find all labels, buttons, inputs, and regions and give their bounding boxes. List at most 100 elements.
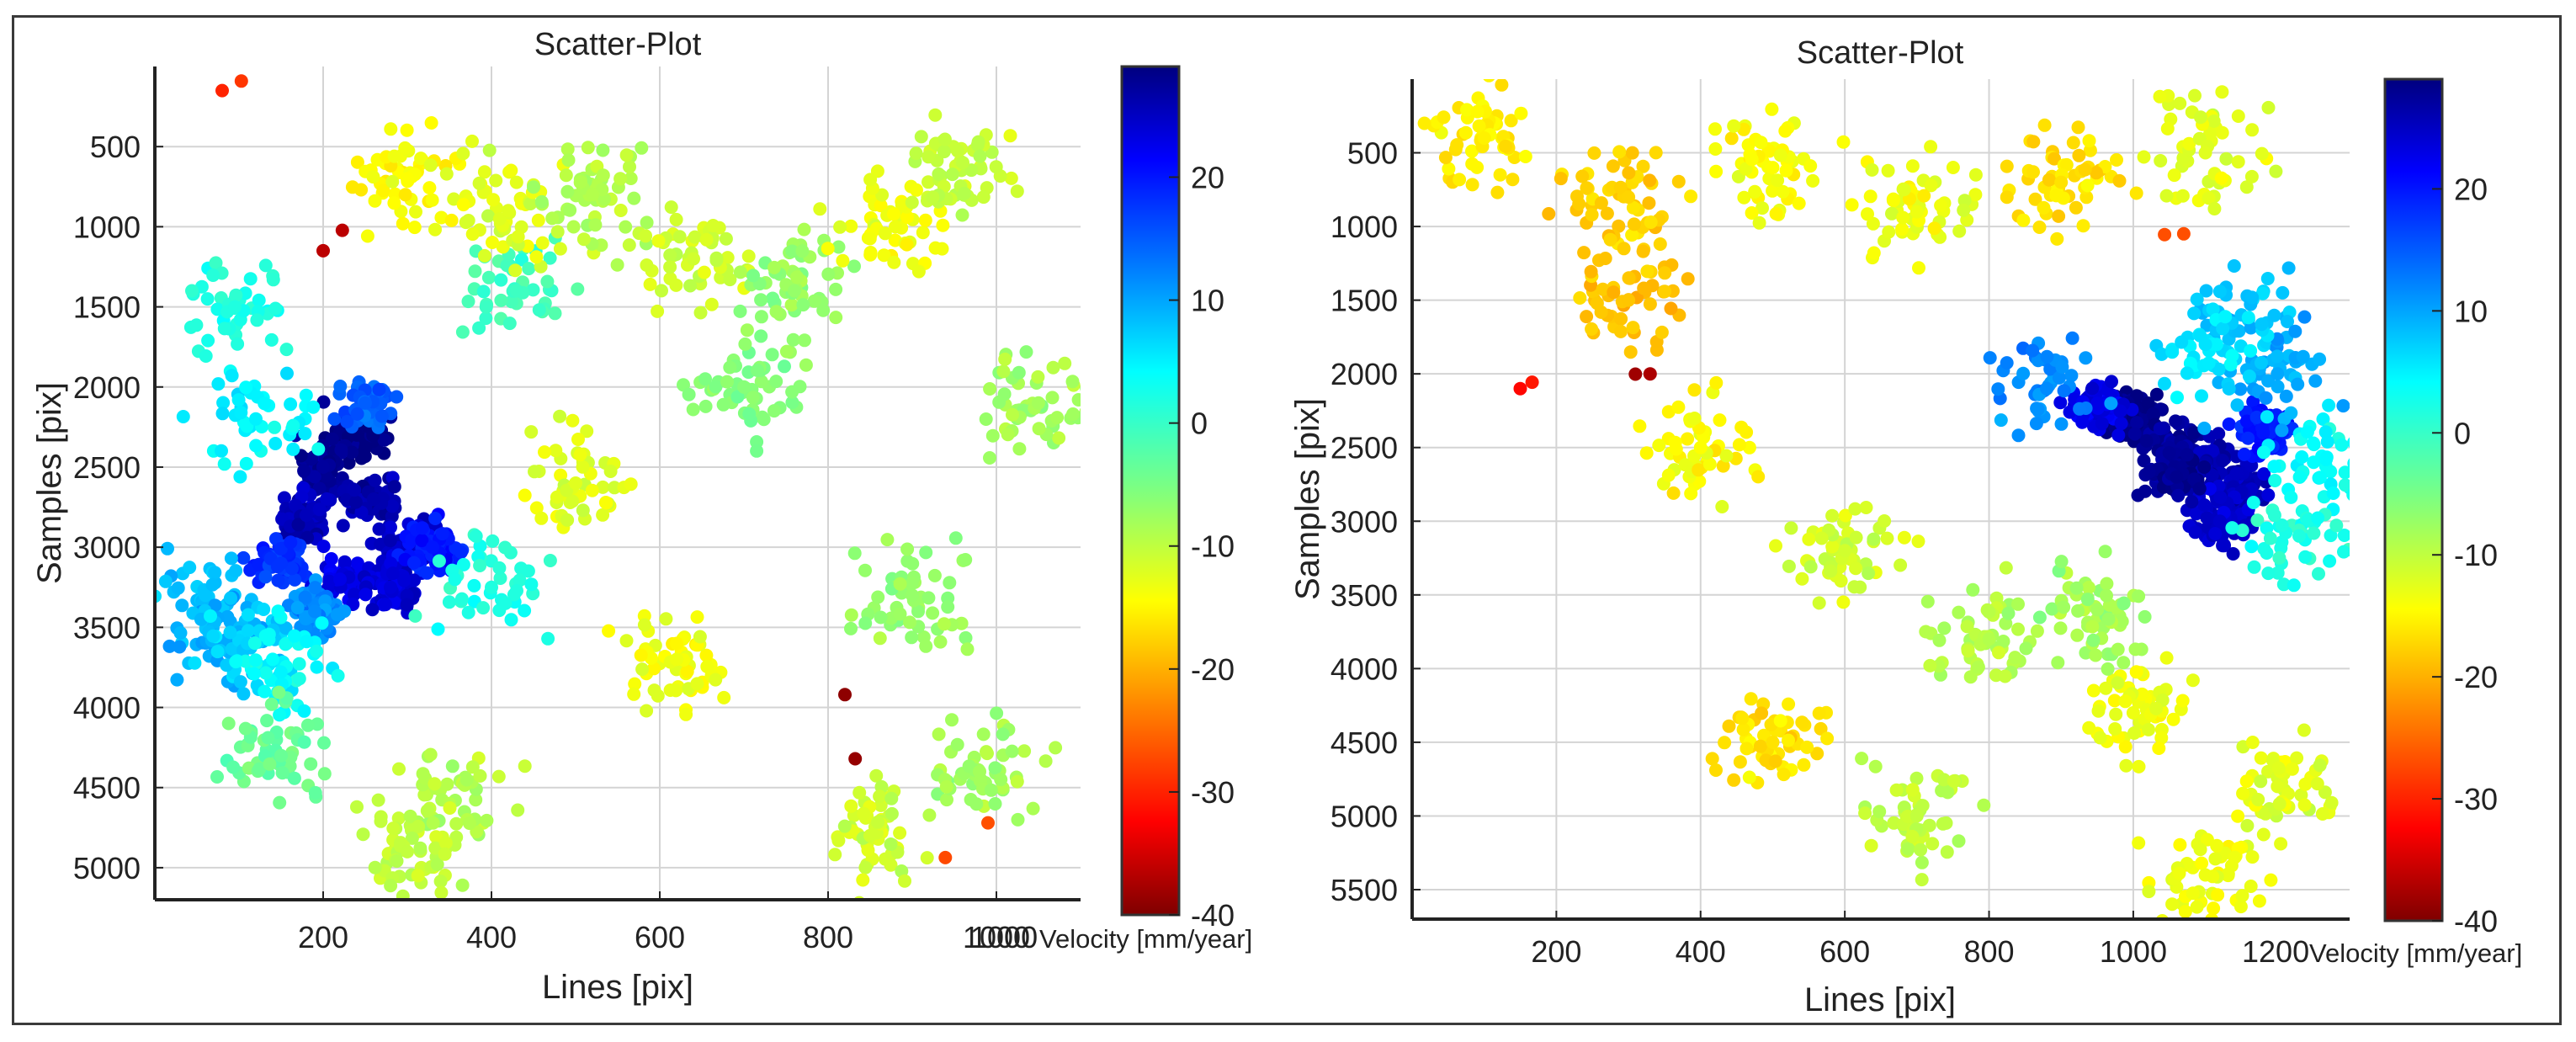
scatter-point-481 [420, 566, 434, 580]
scatter-point-1183 [1803, 560, 1818, 574]
scatter-point-1250 [697, 265, 711, 279]
scatter-point-1168 [1867, 532, 1881, 546]
scatter-point-1034 [2078, 162, 2092, 177]
scatter-point-365 [2256, 426, 2271, 440]
scatter-point-1606 [317, 736, 331, 750]
scatter-point-1922 [368, 860, 382, 875]
scatter-point-1425 [989, 160, 1003, 174]
scatter-point-1878 [670, 652, 683, 667]
scatter-point-1148 [1692, 463, 1706, 477]
scatter-point-1120 [1709, 375, 1724, 390]
scatter-point-1057 [425, 193, 439, 207]
scatter-point-952 [1957, 194, 1972, 208]
scatter-point-1472 [1915, 855, 1929, 869]
scatter-point-874 [1575, 169, 1590, 183]
colorbar-tick-label-2: 0 [2454, 416, 2471, 450]
scatter-point-599 [308, 581, 322, 595]
scatter-point-1976 [844, 608, 858, 622]
scatter-point-87 [2130, 416, 2144, 430]
scatter-point-1659 [2090, 603, 2105, 617]
scatter-point-1473 [983, 451, 996, 465]
scatter-point-1418 [971, 135, 985, 149]
scatter-point-1099 [482, 143, 497, 157]
scatter-point-576 [2259, 391, 2273, 405]
scatter-point-1093 [2194, 110, 2207, 125]
scatter-point-1815 [939, 779, 953, 794]
scatter-point-1701 [518, 759, 532, 774]
scatter-point-949 [224, 591, 237, 605]
scatter-point-697 [2312, 566, 2325, 581]
scatter-point-740 [2242, 369, 2256, 383]
scatter-point-866 [543, 251, 557, 265]
scatter-point-1873 [640, 704, 654, 718]
scatter-point-661 [2000, 356, 2014, 370]
scatter-point-1537 [2142, 885, 2156, 899]
scatter-point-623 [2295, 450, 2309, 464]
scatter-point-762 [249, 412, 263, 426]
scatter-point-822 [432, 554, 446, 568]
x-axis-label-right: Lines [pix] [1804, 981, 1956, 1018]
scatter-point-676 [2276, 577, 2291, 592]
scatter-point-1893 [420, 804, 434, 818]
scatter-point-1457 [1046, 360, 1060, 375]
scatter-point-984 [1897, 183, 1911, 197]
scatter-point-1195 [588, 218, 603, 232]
scatter-point-479 [2185, 495, 2199, 509]
scatter-point-1374 [889, 220, 902, 234]
scatter-point-1134 [477, 165, 491, 179]
scatter-point-739 [2165, 345, 2180, 359]
scatter-point-1362 [2254, 751, 2268, 765]
scatter-point-904 [1754, 136, 1768, 150]
scatter-point-1320 [2127, 726, 2141, 740]
scatter-point-1080 [414, 152, 428, 166]
scatter-point-179 [2206, 444, 2220, 458]
scatter-point-1266 [1961, 644, 1975, 658]
scatter-point-1301 [769, 305, 783, 319]
scatter-point-1931 [430, 858, 444, 871]
scatter-point-1384 [955, 208, 969, 222]
scatter-point-241 [348, 483, 362, 497]
scatter-point-1725 [869, 768, 884, 783]
scatter-point-689 [2298, 550, 2313, 564]
scatter-point-1577 [785, 396, 799, 410]
scatter-point-1349 [2313, 758, 2327, 773]
scatter-point-1696 [459, 773, 474, 787]
scatter-point-1417 [1640, 264, 1654, 279]
scatter-point-1998 [981, 816, 995, 830]
scatter-point-9 [2149, 387, 2164, 401]
colorbar-ticks-left: 20 10 0 -10 -20 -30 -40 [1169, 160, 1235, 933]
scatter-point-480 [415, 534, 429, 548]
y-tick-label-8: 4500 [1330, 726, 1398, 760]
scatter-point-1368 [918, 213, 932, 227]
scatter-point-802 [1438, 151, 1453, 165]
scatter-point-1876 [659, 612, 673, 626]
scatter-point-1634 [2071, 603, 2085, 618]
scatter-point-853 [1594, 196, 1608, 210]
scatter-point-1415 [937, 145, 951, 159]
scatter-point-1652 [263, 757, 277, 771]
scatter-point-1992 [838, 688, 852, 702]
scatter-point-1655 [2132, 589, 2146, 603]
scatter-point-1107 [496, 240, 510, 254]
scatter-point-1919 [438, 836, 453, 850]
scatter-point-1427 [1643, 297, 1657, 311]
scatter-point-604 [298, 590, 312, 604]
scatter-point-641 [2064, 369, 2079, 383]
scatter-point-1011 [287, 629, 301, 643]
scatter-point-1267 [1982, 632, 1996, 646]
scatter-point-1917 [428, 841, 443, 855]
scatter-point-1369 [2272, 797, 2287, 811]
scatter-point-983 [1863, 189, 1878, 204]
scatter-point-898 [1755, 201, 1769, 215]
scatter-point-997 [292, 657, 306, 671]
scatter-point-1246 [2011, 622, 2025, 636]
scatter-point-1036 [204, 609, 217, 623]
scatter-point-534 [379, 598, 392, 612]
scatter-point-1748 [898, 874, 911, 888]
scatter-point-966 [257, 603, 271, 616]
scatter-point-1231 [1989, 591, 2004, 605]
colorbar-label-left: Velocity [mm/year] [1039, 924, 1252, 954]
scatter-point-1454 [1925, 837, 1940, 851]
scatter-point-720 [2206, 302, 2220, 316]
scatter-point-1032 [297, 704, 311, 718]
